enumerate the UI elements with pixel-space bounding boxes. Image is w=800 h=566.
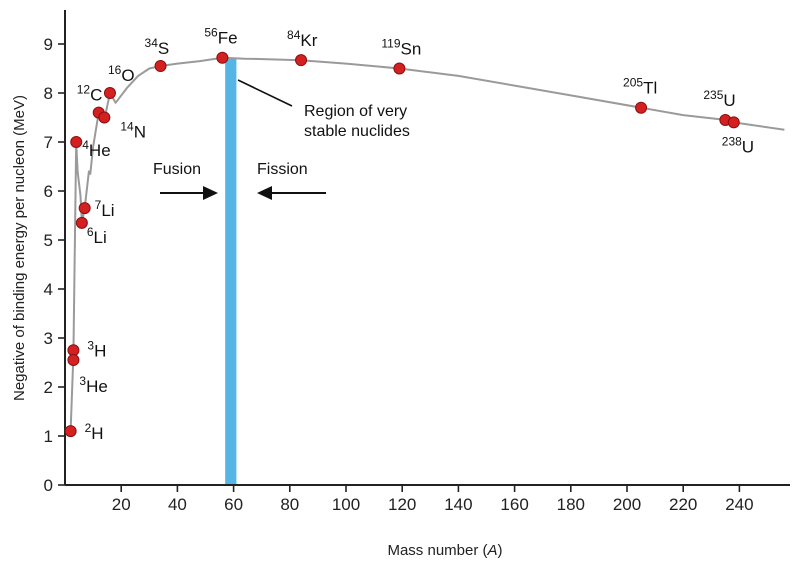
- nuclide-label-119sn: 119Sn: [381, 37, 421, 59]
- nuclide-label-4he: 4He: [82, 138, 110, 160]
- nuclide-label-12c: 12C: [77, 83, 103, 105]
- nuclide-label-16o: 16O: [108, 63, 135, 85]
- y-tick-label: 1: [44, 427, 53, 446]
- region-pointer-line: [237, 79, 293, 107]
- y-tick-label: 7: [44, 133, 53, 152]
- x-axis-title: Mass number (A): [387, 542, 502, 559]
- nuclide-label-layer: 2H 3H 3He 4He 6Li 7Li 12C 14N 16O 34S 56Fe 84Kr 119S…: [77, 26, 754, 443]
- nuclide-label-2h: 2H: [85, 421, 104, 443]
- y-axis-title: Negative of binding energy per nucleon (…: [11, 95, 28, 401]
- axes: [64, 10, 790, 486]
- stable-region-band: [225, 57, 237, 485]
- fusion-annotation: Fusion: [153, 161, 218, 200]
- y-tick-label: 4: [44, 280, 53, 299]
- x-tick-label: 100: [332, 495, 360, 514]
- x-tick-label: 20: [112, 495, 131, 514]
- y-tick-label: 9: [44, 35, 53, 54]
- fusion-label: Fusion: [153, 161, 201, 178]
- nuclide-point-238u: [727, 116, 740, 129]
- nuclide-label-3h: 3H: [87, 338, 106, 360]
- nuclide-label-34s: 34S: [145, 36, 170, 58]
- x-tick-label: 220: [669, 495, 697, 514]
- x-tick-label: 140: [444, 495, 472, 514]
- y-tick-label: 0: [44, 476, 53, 495]
- nuclide-point-34s: [154, 60, 167, 73]
- curve-layer: [69, 56, 785, 432]
- y-tick-label: 2: [44, 378, 53, 397]
- nuclide-label-6li: 6Li: [87, 225, 107, 247]
- tick-layer: 20 40 60 80 100 120 140 160 180 200 220 240 0 1 2 3 4 5 6 7…: [44, 35, 754, 514]
- x-tick-label: 80: [280, 495, 299, 514]
- binding-energy-curve: [69, 56, 785, 432]
- region-label-line2: stable nuclides: [304, 123, 410, 140]
- nuclide-point-205tl: [635, 101, 648, 114]
- nuclide-point-3he: [67, 354, 80, 367]
- x-tick-label: 240: [725, 495, 753, 514]
- x-tick-label: 200: [613, 495, 641, 514]
- x-tick-label: 40: [168, 495, 187, 514]
- nuclide-point-layer: [64, 51, 740, 438]
- nuclide-point-14n: [98, 111, 111, 124]
- y-tick-label: 3: [44, 329, 53, 348]
- nuclide-label-235u: 235U: [703, 88, 735, 110]
- nuclide-label-84kr: 84Kr: [287, 28, 318, 50]
- x-tick-label: 180: [557, 495, 585, 514]
- nuclide-label-14n: 14N: [120, 120, 146, 142]
- nuclide-label-3he: 3He: [79, 374, 107, 396]
- nuclide-point-16o: [103, 87, 116, 99]
- x-tick-label: 120: [388, 495, 416, 514]
- nuclide-point-56fe: [216, 51, 229, 64]
- nuclide-point-7li: [78, 202, 91, 215]
- x-tick-label: 60: [224, 495, 243, 514]
- nuclide-point-2h: [64, 425, 77, 438]
- nuclide-point-119sn: [393, 62, 406, 75]
- nuclide-point-84kr: [295, 54, 308, 67]
- nuclide-point-4he: [70, 136, 83, 148]
- fission-annotation: Fission: [257, 161, 326, 200]
- nuclide-point-6li: [75, 216, 88, 229]
- stable-region-band-layer: [225, 57, 237, 485]
- nuclide-label-7li: 7Li: [95, 198, 115, 220]
- y-tick-label: 6: [44, 182, 53, 201]
- region-label-line1: Region of very: [304, 103, 407, 120]
- nuclide-label-238u: 238U: [722, 134, 754, 156]
- fission-arrow-head: [257, 186, 272, 200]
- fusion-arrow-head: [203, 186, 218, 200]
- y-tick-label: 5: [44, 231, 53, 250]
- nuclide-label-56fe: 56Fe: [204, 26, 237, 48]
- fission-label: Fission: [257, 161, 308, 178]
- nuclide-label-205tl: 205Tl: [623, 76, 657, 98]
- y-tick-label: 8: [44, 84, 53, 103]
- stable-region-annotation: Region of very stable nuclides: [237, 79, 410, 140]
- x-tick-label: 160: [500, 495, 528, 514]
